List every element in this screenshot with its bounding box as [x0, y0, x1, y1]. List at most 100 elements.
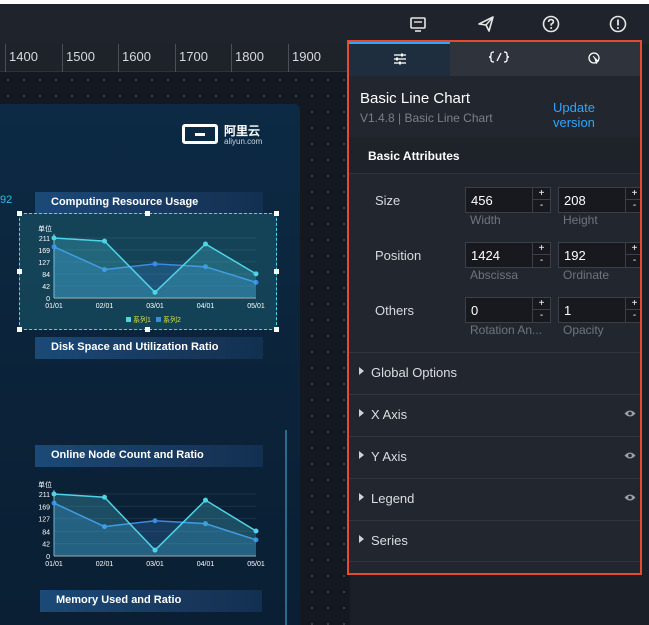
ordinate-value: 192 [564, 248, 586, 263]
memory-title[interactable]: Memory Used and Ratio [40, 590, 262, 612]
monitor-icon[interactable] [408, 14, 428, 34]
series2-point [102, 267, 107, 273]
series2-point [152, 261, 158, 267]
component-version: V1.4.8 | Basic Line Chart [360, 111, 493, 125]
section-legend[interactable]: Legend [349, 478, 640, 520]
eye-icon[interactable] [624, 451, 636, 460]
logo-subtext: aliyun.com [224, 137, 263, 146]
section-y-axis[interactable]: Y Axis [349, 436, 640, 478]
y-tick-label: 42 [42, 284, 50, 291]
x-tick-label: 04/01 [197, 561, 215, 568]
aliyun-logo-icon [182, 124, 218, 144]
opacity-increment[interactable]: + [625, 298, 640, 310]
abscissa-decrement[interactable]: - [532, 255, 550, 267]
tab-interaction[interactable] [547, 42, 640, 76]
section-global-options[interactable]: Global Options [349, 352, 640, 394]
line-chart-online: 单位 211 169 127 84 42 001/01 02/01 03/01 04/01 05/0… [38, 480, 265, 568]
rotation-input[interactable]: 0 + - [465, 297, 551, 323]
abscissa-input[interactable]: 1424 + - [465, 242, 551, 268]
ruler-label: 1400 [9, 49, 38, 64]
ordinate-decrement[interactable]: - [625, 255, 640, 267]
ordinate-input[interactable]: 192 + - [558, 242, 640, 268]
height-increment[interactable]: + [625, 188, 640, 200]
x-tick-label: 04/01 [197, 303, 215, 310]
canvas-guide-line [285, 430, 287, 625]
update-version-link[interactable]: Update version [553, 100, 595, 130]
abscissa-increment[interactable]: + [532, 243, 550, 255]
rotation-decrement[interactable]: - [532, 310, 550, 322]
series1-point [203, 497, 208, 503]
rotation-increment[interactable]: + [532, 298, 550, 310]
help-icon[interactable] [541, 14, 561, 34]
resize-handle[interactable] [145, 327, 150, 332]
ruler-tick [118, 44, 119, 72]
panel-tabs [349, 42, 640, 76]
resize-handle[interactable] [17, 211, 22, 216]
others-label: Others [375, 303, 415, 318]
resize-handle[interactable] [17, 327, 22, 332]
rotation-value: 0 [471, 303, 479, 318]
basic-attributes-header: Basic Attributes [349, 137, 640, 174]
y-tick-label: 0 [46, 554, 50, 561]
x-tick-label: 01/01 [45, 303, 63, 310]
ruler-tick [288, 44, 289, 72]
x-tick-label: 03/01 [146, 303, 164, 310]
width-decrement[interactable]: - [532, 200, 550, 212]
series2-point [102, 524, 107, 530]
tab-data[interactable] [450, 42, 547, 76]
computing-title[interactable]: Computing Resource Usage [35, 192, 263, 214]
section-x-axis[interactable]: X Axis [349, 394, 640, 436]
caret-right-icon [359, 535, 364, 543]
x-tick-label: 03/01 [146, 561, 164, 568]
line-chart-computing: 单位 211 169 127 84 42 001/01 02/01 03/01 04/01 05/0… [38, 224, 265, 324]
resize-handle[interactable] [274, 211, 279, 216]
section-label: Legend [371, 491, 415, 506]
y-unit-label: 单位 [38, 224, 52, 233]
height-decrement[interactable]: - [625, 200, 640, 212]
send-icon[interactable] [476, 14, 496, 34]
y-tick-label: 127 [38, 517, 50, 524]
resize-handle[interactable] [274, 327, 279, 332]
width-value: 456 [471, 193, 493, 208]
section-series[interactable]: Series [349, 520, 640, 562]
y-tick-label: 127 [38, 260, 50, 267]
selected-line-chart[interactable] [17, 211, 279, 332]
code-icon [487, 51, 510, 63]
resize-handle[interactable] [145, 211, 150, 216]
series1-point [102, 494, 107, 500]
online-title[interactable]: Online Node Count and Ratio [35, 445, 263, 467]
series2-area [54, 503, 256, 556]
top-toolbar [0, 0, 649, 44]
horizontal-ruler: 1400 1500 1600 1700 1800 1900 [0, 44, 350, 72]
section-label: Y Axis [371, 449, 407, 464]
eye-icon[interactable] [624, 409, 636, 418]
legend-label: 系列2 [163, 315, 181, 324]
ruler-label: 1800 [235, 49, 264, 64]
opacity-decrement[interactable]: - [625, 310, 640, 322]
width-input[interactable]: 456 + - [465, 187, 551, 213]
y-unit-label: 单位 [38, 480, 52, 489]
opacity-label: Opacity [563, 323, 604, 337]
series1-point [203, 241, 208, 247]
series2-point [51, 500, 57, 506]
alert-icon[interactable] [608, 14, 628, 34]
aliyun-logo: 阿里云 aliyun.com [182, 122, 268, 148]
caret-right-icon [359, 367, 364, 375]
tab-config[interactable] [349, 42, 450, 76]
disk-title[interactable]: Disk Space and Utilization Ratio [35, 337, 263, 359]
size-label: Size [375, 193, 401, 208]
legend-swatch [156, 317, 161, 322]
y-tick-label: 42 [42, 542, 50, 549]
ordinate-increment[interactable]: + [625, 243, 640, 255]
eye-icon[interactable] [624, 493, 636, 502]
resize-handle[interactable] [274, 269, 279, 274]
series2-point [51, 244, 57, 250]
height-input[interactable]: 208 + - [558, 187, 640, 213]
width-increment[interactable]: + [532, 188, 550, 200]
y-tick-label: 169 [38, 248, 50, 255]
logo-text: 阿里云 [224, 124, 261, 138]
series2-point [203, 264, 208, 270]
ruler-label: 1500 [66, 49, 95, 64]
resize-handle[interactable] [17, 269, 22, 274]
opacity-input[interactable]: 1 + - [558, 297, 640, 323]
